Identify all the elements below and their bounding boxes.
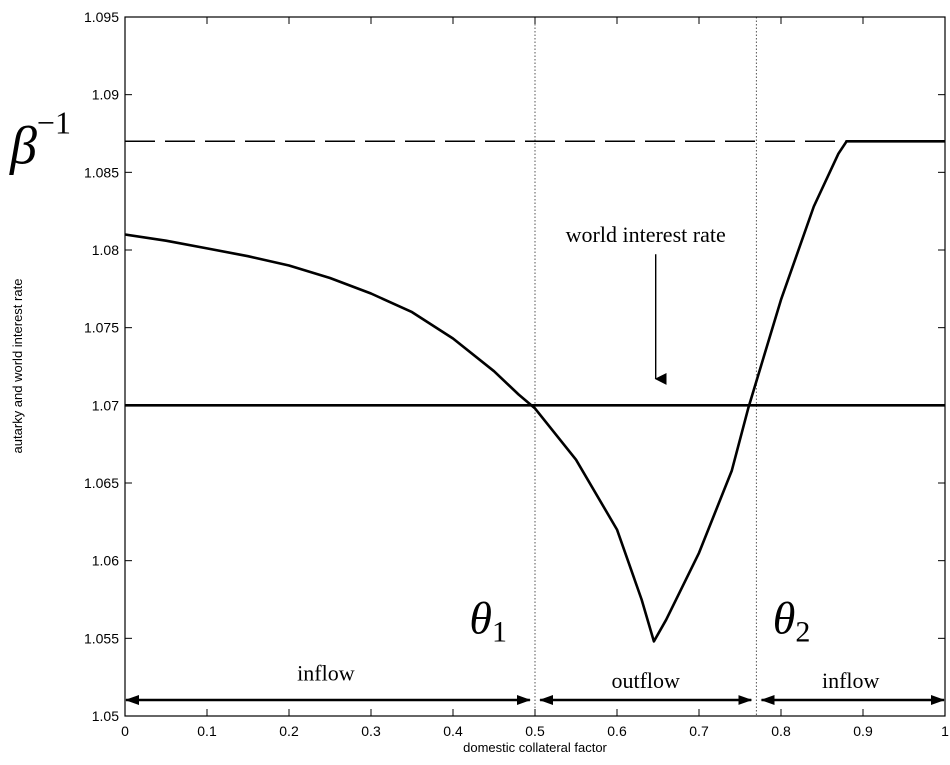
x-tick-label: 0.2 bbox=[279, 723, 299, 739]
flow-label: outflow bbox=[611, 668, 680, 693]
y-axis-title: autarky and world interest rate bbox=[10, 279, 25, 454]
y-tick-label: 1.055 bbox=[84, 630, 119, 646]
theta1-subscript: 1 bbox=[492, 616, 507, 649]
beta-superscript: −1 bbox=[37, 104, 71, 140]
y-tick-label: 1.05 bbox=[92, 708, 119, 724]
x-tick-label: 0.1 bbox=[197, 723, 217, 739]
autarky-rate-line bbox=[124, 140, 945, 643]
y-tick-label: 1.085 bbox=[84, 164, 119, 180]
theta2-subscript: 2 bbox=[795, 616, 810, 649]
y-tick-label: 1.07 bbox=[92, 397, 119, 413]
x-tick-label: 0.8 bbox=[771, 723, 791, 739]
y-tick-label: 1.065 bbox=[84, 475, 119, 491]
y-tick-label: 1.08 bbox=[92, 242, 119, 258]
y-tick-label: 1.06 bbox=[92, 553, 119, 569]
x-tick-label: 1 bbox=[941, 723, 949, 739]
reference-vertical-lines bbox=[534, 17, 757, 716]
x-tick-label: 0.7 bbox=[689, 723, 709, 739]
flow-label: inflow bbox=[822, 668, 880, 693]
x-tick-label: 0 bbox=[121, 723, 129, 739]
beta-symbol: β−1 bbox=[9, 104, 71, 175]
y-tick-label: 1.09 bbox=[92, 87, 119, 103]
y-tick-label: 1.095 bbox=[84, 9, 119, 25]
x-axis: 0 0.1 0.2 0.3 0.4 0.5 0.6 0.7 0.8 0.9 1 bbox=[121, 17, 949, 739]
x-tick-label: 0.5 bbox=[525, 723, 545, 739]
x-tick-label: 0.4 bbox=[443, 723, 463, 739]
series-group bbox=[124, 140, 945, 643]
y-axis: 1.05 1.055 1.06 1.065 1.07 1.075 1.08 1.085 1.09… bbox=[84, 9, 945, 724]
x-tick-label: 0.6 bbox=[607, 723, 627, 739]
x-tick-label: 0.9 bbox=[853, 723, 873, 739]
theta1-label: θ1 bbox=[469, 593, 507, 649]
x-axis-title: domestic collateral factor bbox=[463, 740, 607, 755]
y-tick-label: 1.075 bbox=[84, 320, 119, 336]
world-interest-rate-label: world interest rate bbox=[566, 222, 726, 247]
x-tick-label: 0.3 bbox=[361, 723, 381, 739]
beta-inverse-label: β−1 bbox=[9, 104, 71, 175]
flow-arrows: inflow outflow inflow bbox=[125, 660, 945, 705]
plot-area bbox=[125, 17, 945, 716]
flow-label: inflow bbox=[297, 660, 355, 685]
